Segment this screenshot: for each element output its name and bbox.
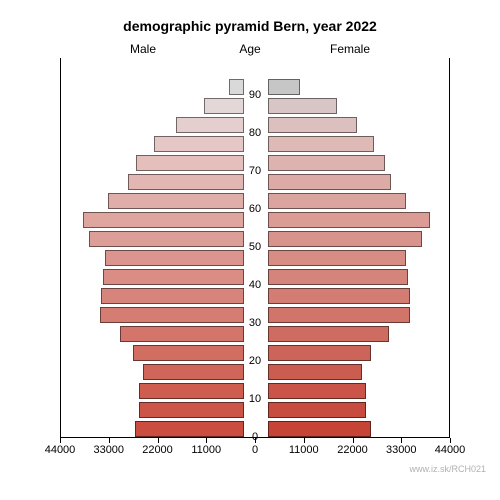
- bar-female: [268, 307, 410, 323]
- label-female: Female: [330, 42, 370, 56]
- bar-male: [229, 79, 244, 95]
- bar-female: [268, 174, 392, 190]
- y-tick-label: 40: [249, 279, 262, 291]
- bar-female: [268, 79, 300, 95]
- bar-male: [136, 155, 243, 171]
- pyramid-plot: 0102030405060708090: [60, 58, 450, 438]
- x-tick-mark: [158, 438, 159, 443]
- bar-female: [268, 364, 363, 380]
- y-tick-label: 0: [252, 431, 259, 443]
- y-tick-label: 60: [249, 203, 262, 215]
- label-male: Male: [130, 42, 156, 56]
- x-tick-label: 33000: [386, 444, 417, 456]
- bar-female: [268, 326, 389, 342]
- x-tick-mark: [304, 438, 305, 443]
- x-tick-label: 22000: [337, 444, 368, 456]
- bar-female: [268, 212, 430, 228]
- bar-male: [83, 212, 243, 228]
- bar-male: [89, 231, 244, 247]
- y-tick-label: 50: [249, 241, 262, 253]
- bar-male: [105, 250, 243, 266]
- y-tick-label: 70: [249, 165, 262, 177]
- y-tick-label: 20: [249, 355, 262, 367]
- bar-male: [176, 117, 243, 133]
- bar-male: [154, 136, 243, 152]
- y-tick-label: 10: [249, 393, 262, 405]
- bar-female: [268, 250, 406, 266]
- bar-male: [139, 402, 244, 418]
- bar-male: [135, 421, 244, 437]
- x-tick-label: 44000: [435, 444, 466, 456]
- label-age: Age: [239, 42, 260, 56]
- bar-male: [139, 383, 244, 399]
- x-tick-mark: [353, 438, 354, 443]
- x-tick-label: 33000: [93, 444, 124, 456]
- x-tick-label: 11000: [191, 444, 221, 456]
- bar-female: [268, 383, 367, 399]
- y-tick-label: 90: [249, 89, 262, 101]
- x-tick-label: 0: [252, 444, 258, 456]
- bar-female: [268, 421, 371, 437]
- x-tick-mark: [60, 438, 61, 443]
- bar-female: [268, 402, 367, 418]
- x-tick-mark: [450, 438, 451, 443]
- bar-male: [108, 193, 243, 209]
- x-tick-label: 44000: [45, 444, 76, 456]
- chart-title: demographic pyramid Bern, year 2022: [0, 18, 500, 34]
- bar-female: [268, 345, 371, 361]
- bar-female: [268, 288, 410, 304]
- x-tick-label: 22000: [142, 444, 173, 456]
- bar-male: [101, 288, 243, 304]
- source-url: www.iz.sk/RCH021: [409, 464, 486, 474]
- x-tick-mark: [206, 438, 207, 443]
- bar-female: [268, 193, 406, 209]
- y-tick-label: 80: [249, 127, 262, 139]
- bar-male: [100, 307, 243, 323]
- bar-female: [268, 231, 423, 247]
- x-tick-label: 11000: [289, 444, 319, 456]
- bar-female: [268, 269, 409, 285]
- bar-female: [268, 117, 357, 133]
- bar-male: [120, 326, 244, 342]
- y-tick-label: 30: [249, 317, 262, 329]
- bar-female: [268, 136, 374, 152]
- bar-male: [128, 174, 244, 190]
- bar-male: [204, 98, 244, 114]
- bar-male: [103, 269, 244, 285]
- bar-female: [268, 155, 385, 171]
- x-tick-mark: [109, 438, 110, 443]
- bar-female: [268, 98, 338, 114]
- x-tick-mark: [401, 438, 402, 443]
- bar-male: [133, 345, 243, 361]
- bar-male: [143, 364, 244, 380]
